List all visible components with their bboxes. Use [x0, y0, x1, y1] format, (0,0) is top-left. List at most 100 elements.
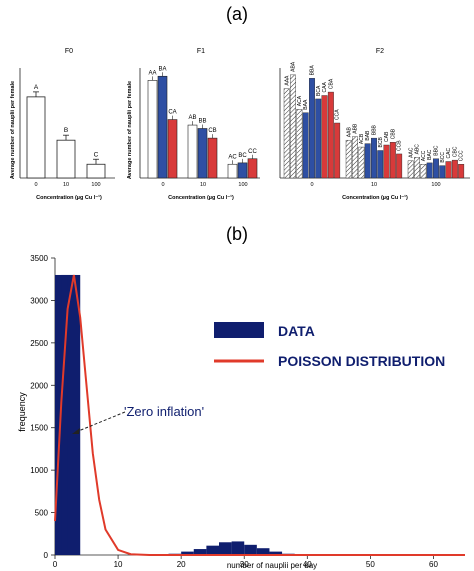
data-bar: [269, 551, 283, 555]
f2-bar: [383, 144, 390, 179]
f2-sig-letter: BAC: [427, 149, 433, 160]
bottom-ylabel: frequency: [17, 392, 27, 432]
data-bar: [206, 545, 219, 555]
f2-bar: [364, 143, 371, 179]
f2-bar: [439, 165, 446, 179]
f2-bar: [358, 146, 365, 179]
f2-sig-letter: BAA: [303, 99, 309, 110]
bottom-y-tick-label: 1000: [30, 466, 48, 475]
f1-ylabel: Average number of nauplii per female: [127, 81, 133, 179]
data-bar: [67, 274, 81, 555]
chart-nauplii-frequency: frequency number of nauplii per day 0500…: [17, 254, 465, 570]
f2-sig-letter: BBA: [309, 65, 315, 76]
zero-inflation-annotation: 'Zero inflation': [124, 404, 204, 419]
f1-sig-letter: CB: [208, 128, 216, 134]
bottom-y-tick-label: 2000: [30, 381, 48, 390]
f0-tick-label: 100: [91, 182, 100, 188]
bottom-y-tick-label: 1500: [30, 424, 48, 433]
f0-title: F0: [65, 48, 73, 55]
f1-sig-letter: BC: [238, 153, 247, 159]
bottom-x-tick-label: 10: [114, 560, 123, 569]
bottom-y-tick-label: 2500: [30, 339, 48, 348]
f2-bar: [414, 157, 420, 179]
legend-poisson-label: POISSON DISTRIBUTION: [278, 353, 445, 369]
f2-bar: [296, 109, 303, 179]
data-bar: [193, 549, 207, 555]
f2-sig-letter: BAB: [365, 130, 371, 141]
chart-f1: F1 Average number of nauplii per female …: [127, 48, 260, 201]
f2-sig-letter: BCB: [378, 137, 384, 148]
f2-bar: [302, 112, 309, 179]
f0-bar: [86, 163, 106, 179]
f2-bar: [309, 78, 315, 179]
f2-bar: [327, 91, 334, 179]
f2-sig-letter: CBC: [452, 146, 458, 157]
f1-bar: [247, 158, 258, 179]
data-bar: [244, 544, 257, 555]
f2-sig-letter: AAA: [284, 75, 290, 86]
zero-inflation-arrowhead: [72, 428, 80, 434]
f2-bar: [407, 160, 414, 179]
bottom-y-tick-label: 0: [44, 551, 49, 560]
f2-sig-letter: BBC: [433, 145, 439, 156]
f2-sig-letter: CBB: [390, 128, 396, 139]
f1-sig-letter: BB: [198, 119, 206, 125]
f1-xlabel: Concentration (µg Cu l⁻¹): [168, 194, 234, 201]
f1-sig-letter: AB: [188, 115, 196, 121]
f1-tick-label: 10: [200, 182, 206, 188]
zero-inflation-arrow: [75, 411, 126, 433]
f2-bar: [315, 98, 322, 179]
f2-sig-letter: BCC: [440, 152, 446, 163]
f2-title: F2: [376, 48, 384, 55]
legend: DATA POISSON DISTRIBUTION: [214, 322, 445, 369]
f0-tick-label: 10: [63, 182, 69, 188]
f2-bar: [445, 161, 452, 179]
f2-sig-letter: ABC: [415, 144, 421, 155]
f2-bar: [345, 139, 352, 179]
legend-data-swatch: [214, 322, 264, 338]
f1-tick-label: 0: [161, 182, 164, 188]
f0-xlabel: Concentration (µg Cu l⁻¹): [36, 194, 102, 201]
f2-sig-letter: CCB: [397, 140, 403, 151]
f2-bar: [433, 158, 439, 179]
f2-sig-letter: ACB: [359, 133, 365, 144]
f2-sig-letter: BCA: [316, 85, 322, 96]
data-bar: [231, 541, 245, 555]
bottom-x-tick-label: 30: [240, 560, 249, 569]
f1-sig-letter: AA: [148, 70, 156, 76]
f2-bar: [451, 159, 458, 179]
f2-sig-letter: CCC: [459, 150, 465, 161]
f2-bar: [389, 142, 396, 179]
f2-sig-letter: CCA: [335, 109, 341, 120]
f2-bar: [420, 164, 427, 179]
f1-sig-letter: AC: [228, 154, 237, 160]
f2-sig-letter: CAC: [446, 148, 452, 159]
chart-f0: F0 Average number of nauplii per female …: [10, 48, 115, 201]
panel-label-b: (b): [226, 224, 248, 244]
f2-bar: [283, 88, 290, 179]
f1-sig-letter: BA: [158, 66, 166, 72]
f1-bar: [197, 128, 208, 179]
f1-tick-label: 100: [238, 182, 247, 188]
f2-bar: [321, 95, 328, 179]
f2-sig-letter: CAB: [384, 131, 390, 142]
f1-bar: [157, 75, 168, 179]
bottom-x-tick-label: 0: [53, 560, 58, 569]
f2-sig-letter: ACC: [421, 150, 427, 161]
f2-sig-letter: BBB: [371, 124, 377, 135]
f1-sig-letter: CA: [168, 110, 176, 116]
f1-title: F1: [197, 48, 205, 55]
f2-tick-label: 100: [431, 182, 440, 188]
bottom-y-tick-label: 500: [35, 509, 49, 518]
f0-bar: [26, 96, 46, 179]
f0-bar: [56, 139, 76, 179]
f1-bar: [207, 137, 218, 179]
bottom-x-tick-label: 50: [366, 560, 375, 569]
f0-sig-letter: A: [34, 84, 39, 91]
poisson-line: [54, 274, 465, 556]
f1-sig-letter: CC: [248, 149, 257, 155]
f2-sig-letter: ACA: [297, 95, 303, 106]
f2-tick-label: 0: [310, 182, 313, 188]
f2-bar: [377, 150, 384, 179]
